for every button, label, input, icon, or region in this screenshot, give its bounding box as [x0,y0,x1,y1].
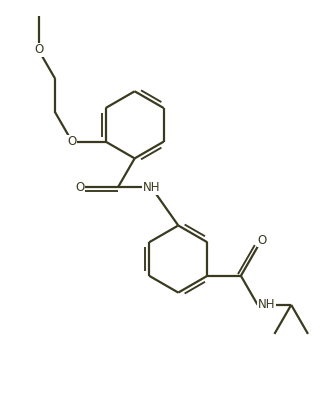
Text: O: O [75,181,84,194]
Text: NH: NH [143,181,160,194]
Text: O: O [68,135,77,148]
Text: NH: NH [258,299,275,311]
Text: O: O [258,234,267,247]
Text: O: O [34,44,43,57]
